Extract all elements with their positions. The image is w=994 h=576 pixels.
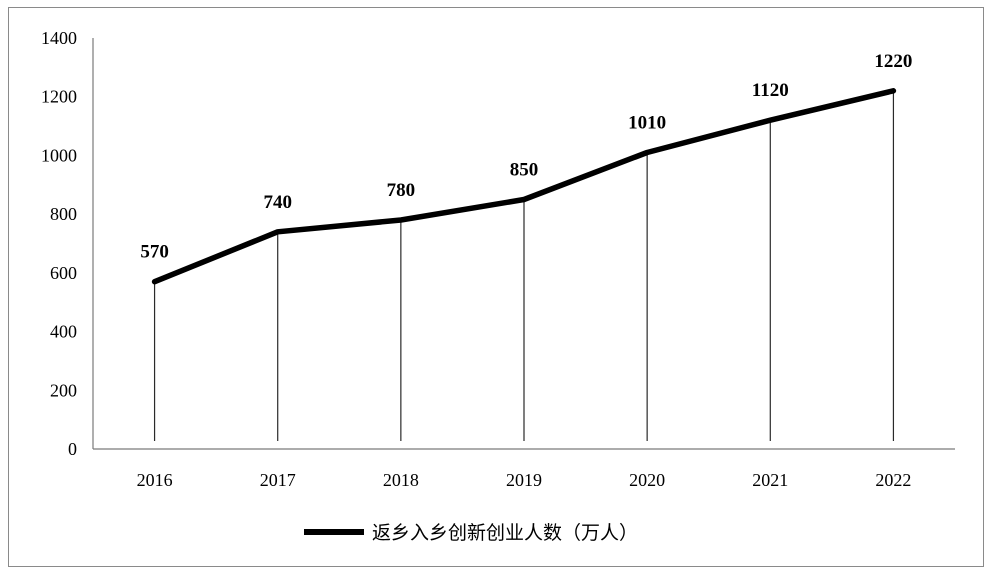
data-label: 850 — [510, 159, 539, 180]
data-labels: 570 740 780 850 1010 1120 1220 — [140, 51, 912, 263]
y-tick-label: 800 — [50, 204, 77, 224]
data-label: 570 — [140, 242, 169, 263]
data-label: 1120 — [752, 80, 789, 101]
x-tick-label: 2021 — [752, 470, 788, 490]
x-tick-label: 2016 — [137, 470, 173, 490]
data-label: 780 — [387, 180, 416, 201]
data-point — [522, 197, 526, 201]
y-tick-label: 1200 — [41, 87, 77, 107]
data-point — [399, 218, 403, 222]
drop-lines — [153, 90, 895, 441]
legend: 返乡入乡创新创业人数（万人） — [304, 522, 638, 544]
legend-label: 返乡入乡创新创业人数（万人） — [372, 522, 638, 544]
y-tick-label: 0 — [68, 439, 77, 459]
data-label: 740 — [263, 192, 292, 213]
x-tick-label: 2020 — [629, 470, 665, 490]
y-tick-labels: 0 200 400 600 800 1000 1200 1400 — [41, 28, 77, 459]
y-tick-label: 600 — [50, 263, 77, 283]
y-tick-label: 200 — [50, 380, 77, 400]
x-tick-labels: 2016 2017 2018 2019 2020 2021 2022 — [137, 470, 912, 490]
data-point — [276, 230, 280, 234]
data-point — [768, 118, 772, 122]
y-tick-label: 1400 — [41, 28, 77, 48]
data-label: 1220 — [874, 51, 912, 72]
data-point — [153, 280, 157, 284]
x-tick-label: 2017 — [260, 470, 296, 490]
chart-frame — [8, 7, 984, 567]
axes — [92, 38, 955, 450]
x-tick-label: 2022 — [875, 470, 911, 490]
y-tick-label: 400 — [50, 322, 77, 342]
data-label: 1010 — [628, 112, 666, 133]
data-point — [891, 89, 895, 93]
series-group — [151, 88, 897, 285]
x-tick-label: 2018 — [383, 470, 419, 490]
y-tick-label: 1000 — [41, 145, 77, 165]
x-tick-label: 2019 — [506, 470, 542, 490]
data-point — [645, 150, 649, 154]
